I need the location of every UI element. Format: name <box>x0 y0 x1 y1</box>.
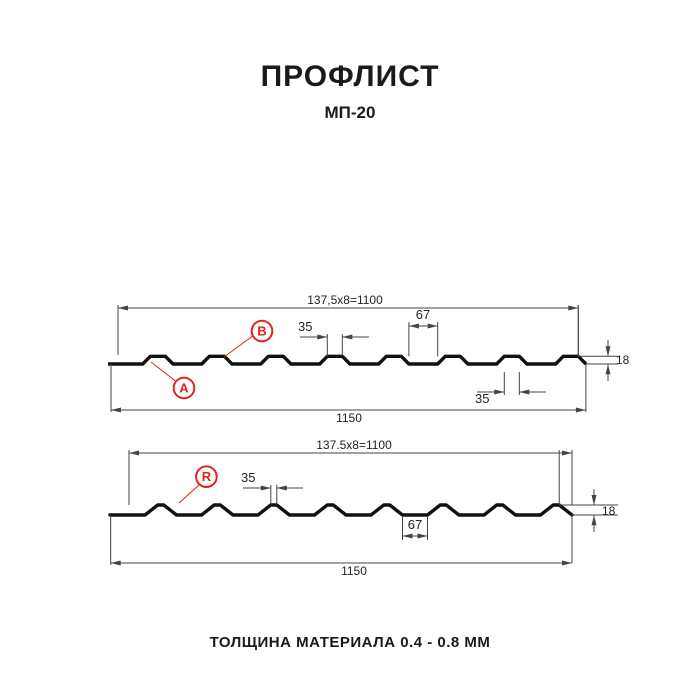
svg-text:35: 35 <box>241 470 255 485</box>
svg-text:67: 67 <box>408 517 422 532</box>
svg-text:R: R <box>202 469 212 484</box>
svg-text:1150: 1150 <box>341 564 367 578</box>
svg-text:137.5х8=1100: 137.5х8=1100 <box>316 438 392 452</box>
svg-text:18: 18 <box>602 504 616 518</box>
